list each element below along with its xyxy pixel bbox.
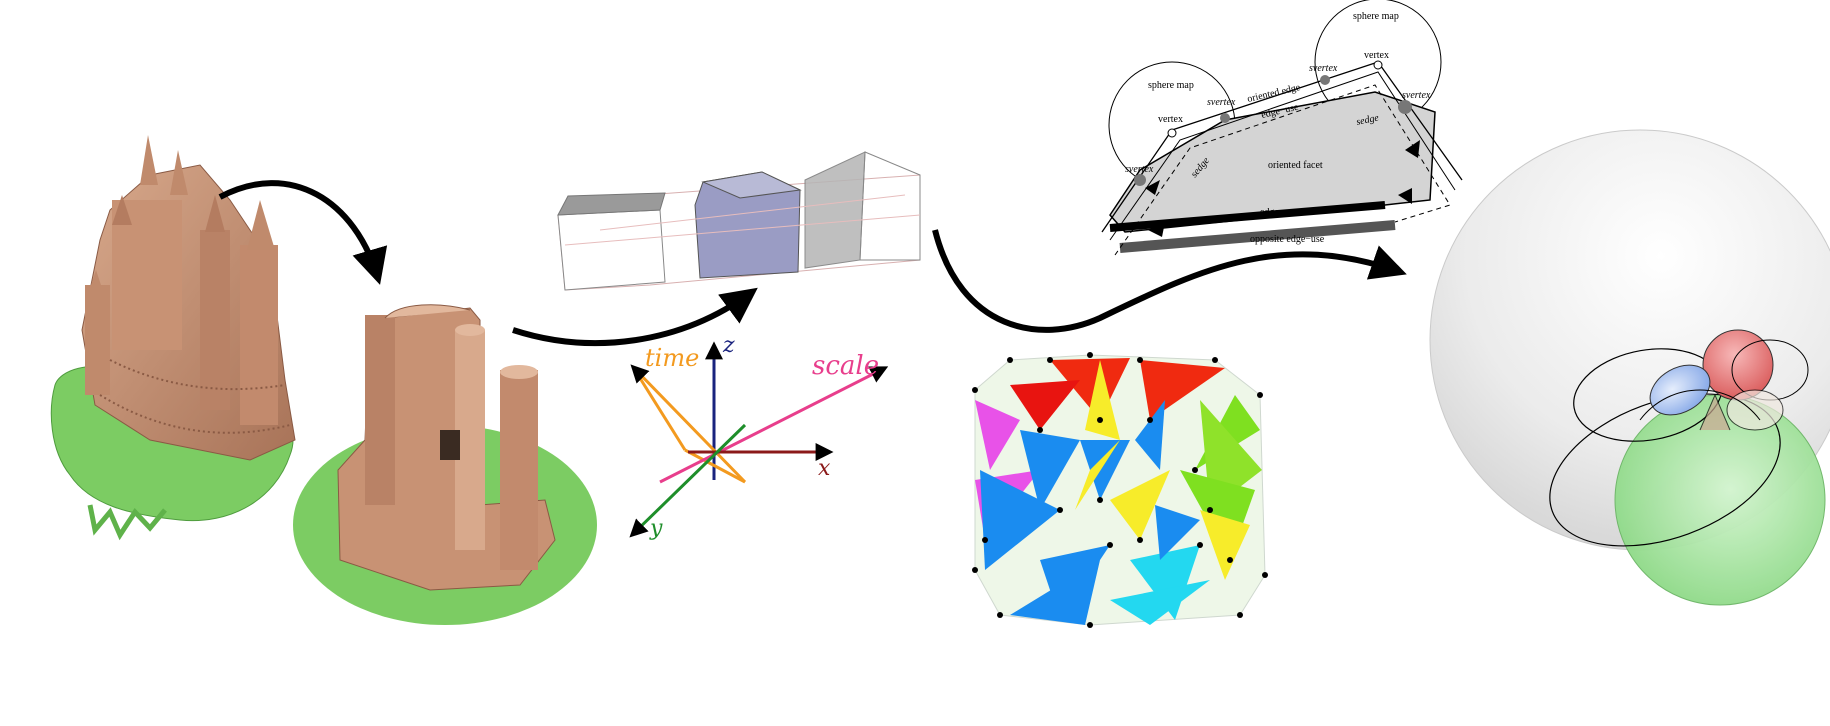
nef-polyhedron-diagram: sphere map sphere map vertex vertex sver… — [1101, 0, 1463, 256]
flow-arrow-1 — [218, 180, 388, 285]
sphere-map-right-label: sphere map — [1353, 11, 1399, 22]
z-axis-label: z — [722, 333, 735, 358]
vertex-left-label: vertex — [1158, 114, 1183, 125]
triangulation-mosaic — [972, 352, 1268, 628]
sphere-arrangement — [1429, 129, 1830, 606]
flow-arrow-2 — [512, 287, 758, 347]
oriented-facet-label: oriented facet — [1268, 160, 1323, 171]
svertex-right-label: svertex — [1402, 90, 1431, 101]
flow-arrow-3 — [932, 229, 1407, 333]
simplified-castle-model — [293, 304, 597, 625]
axes-diagram: time z scale x y — [629, 333, 889, 541]
x-axis-label: x — [818, 456, 831, 481]
y-axis-label: y — [649, 516, 663, 541]
edge-use-bottom-label: edge−use — [1260, 207, 1298, 218]
castle-model — [50, 135, 296, 541]
svertex-top-mid-label: svertex — [1309, 63, 1338, 74]
sphere-map-left-label: sphere map — [1148, 80, 1194, 91]
opposite-edge-use-label: opposite edge−use — [1250, 234, 1325, 245]
sedge-right-label: sedge — [1355, 112, 1380, 128]
svertex-top-left-label: svertex — [1207, 97, 1236, 108]
slab-boxes — [557, 151, 921, 291]
vertex-right-label: vertex — [1364, 50, 1389, 61]
scale-axis-label: scale — [812, 351, 879, 381]
time-axis-label: time — [645, 344, 699, 372]
svertex-left-label: svertex — [1125, 164, 1154, 175]
